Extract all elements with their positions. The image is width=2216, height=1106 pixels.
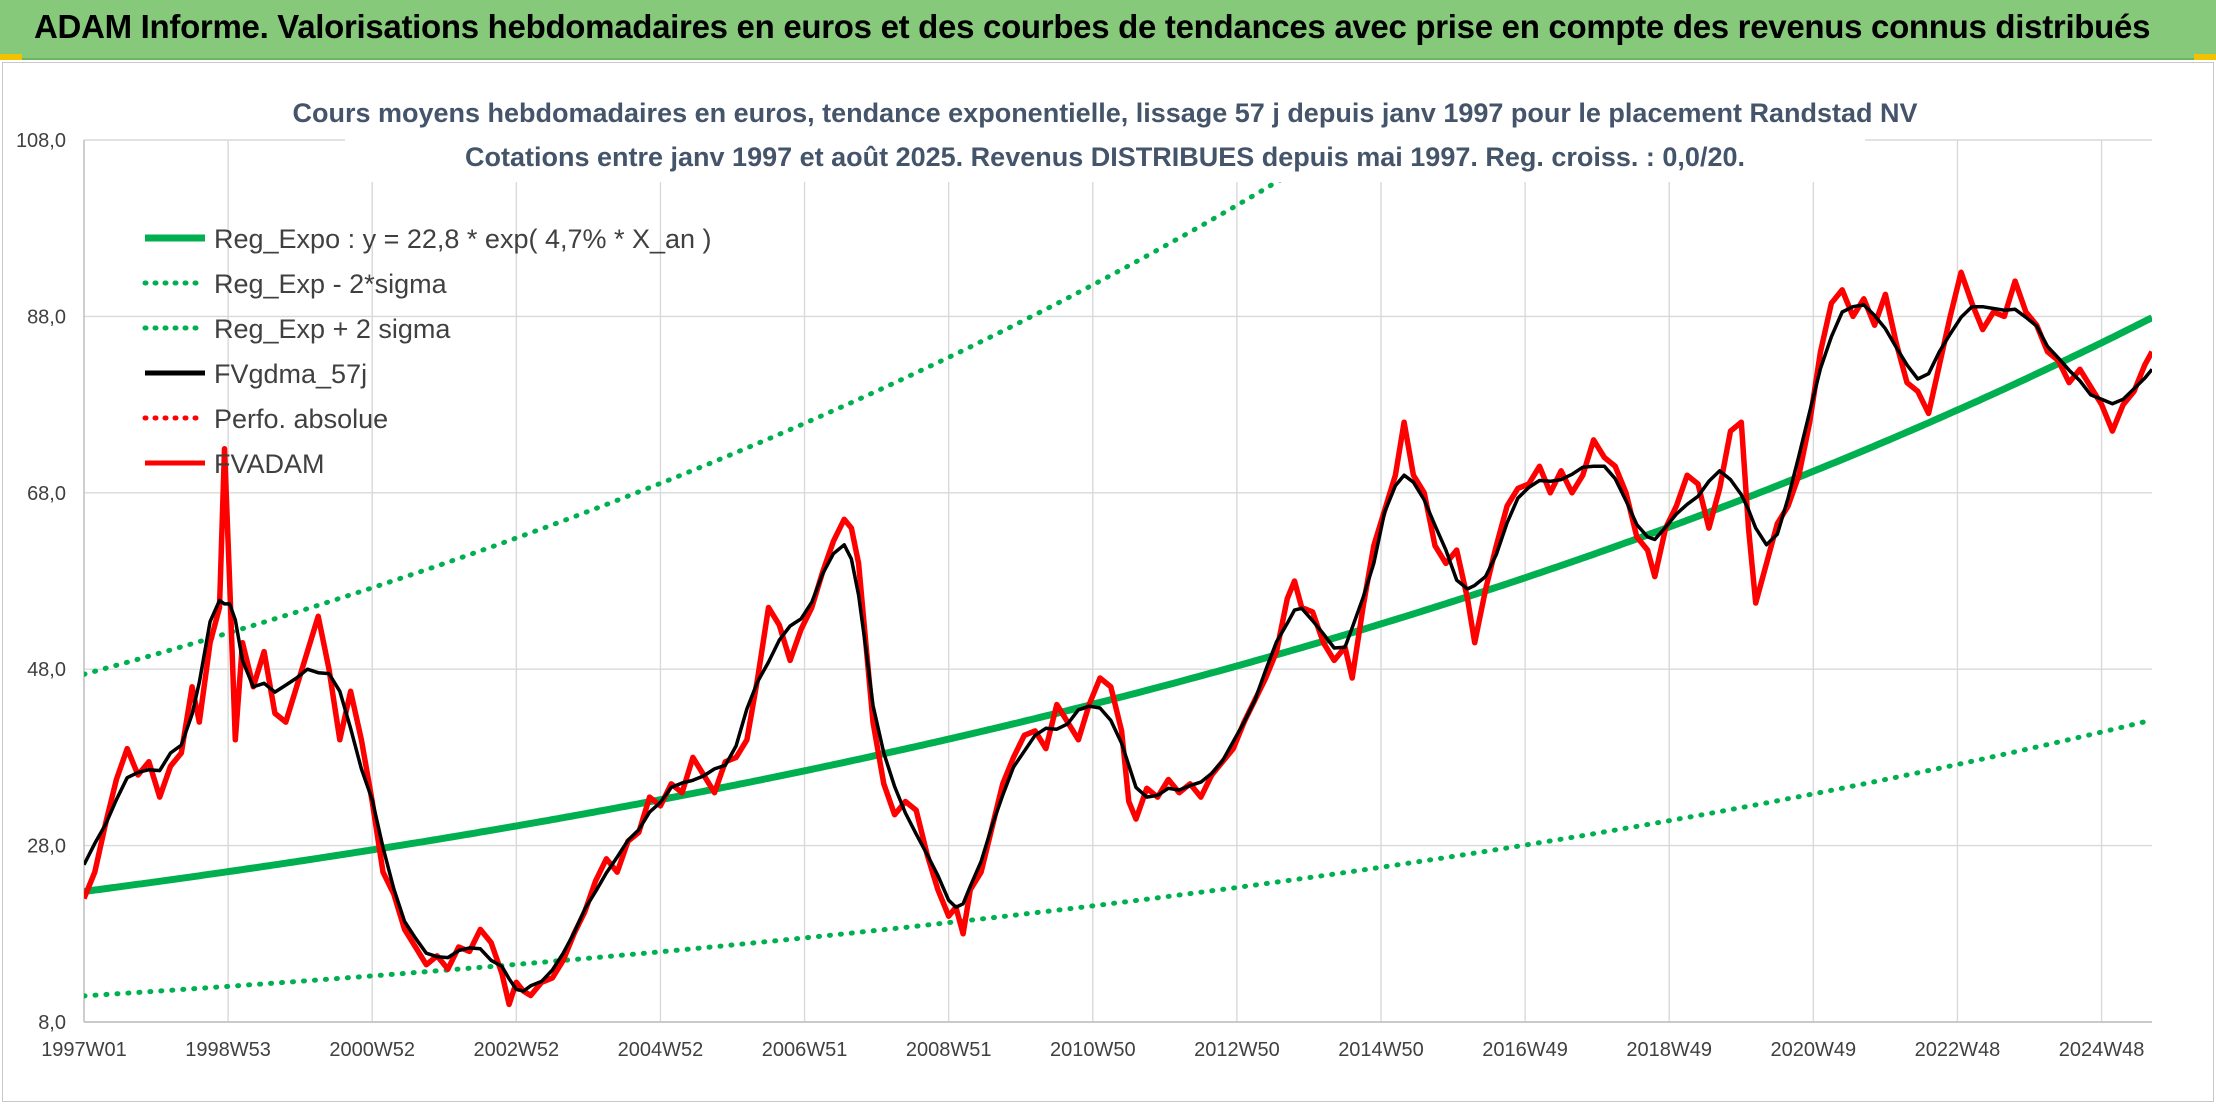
y-tick-label: 88,0 [27,306,66,328]
report-title: ADAM Informe. Valorisations hebdomadaire… [34,8,2151,45]
legend-label: FVADAM [214,449,325,479]
x-tick-label: 2010W50 [1050,1039,1136,1061]
x-tick-label: 2016W49 [1482,1039,1568,1061]
x-tick-label: 2022W48 [1915,1039,2001,1061]
x-tick-label: 2012W50 [1194,1039,1280,1061]
report-banner: ADAM Informe. Valorisations hebdomadaire… [0,0,2216,60]
chart-frame [2,62,2214,1102]
y-tick-label: 28,0 [27,836,66,858]
x-tick-label: 2020W49 [1771,1039,1857,1061]
banner-corner-mark-left [0,54,22,60]
chart-title-box [345,86,1865,182]
x-tick-label: 1998W53 [185,1039,271,1061]
y-tick-label: 48,0 [27,659,66,681]
chart-title-line: Cotations entre janv 1997 et août 2025. … [465,142,1745,172]
x-tick-label: 2008W51 [906,1039,992,1061]
x-tick-label: 2004W52 [618,1039,704,1061]
y-tick-label: 68,0 [27,483,66,505]
series-fvgdma-57j [84,303,2152,993]
series-fvadam [84,269,2152,1008]
legend-label: FVgdma_57j [214,359,367,389]
x-tick-label: 1997W01 [41,1039,127,1061]
chart-title-line: Cours moyens hebdomadaires en euros, ten… [292,98,1917,128]
x-tick-label: 2024W48 [2059,1039,2145,1061]
legend-label: Reg_Exp - 2*sigma [214,269,448,299]
x-tick-label: 2014W50 [1338,1039,1424,1061]
x-tick-label: 2002W52 [474,1039,560,1061]
x-tick-label: 2018W49 [1626,1039,1712,1061]
legend-label: Perfo. absolue [214,404,388,434]
banner-corner-mark-right [2194,54,2216,60]
series-reg-exp-minus-2-sigma [84,717,2152,999]
y-tick-label: 8,0 [38,1012,66,1034]
x-tick-label: 2006W51 [762,1039,848,1061]
x-tick-label: 2000W52 [329,1039,415,1061]
series-reg-exp-plus-2-sigma [84,140,1351,677]
y-tick-label: 108,0 [16,130,66,152]
legend-label: Reg_Exp + 2 sigma [214,314,451,344]
series-reg-expo [84,314,2152,895]
legend-label: Reg_Expo : y = 22,8 * exp( 4,7% * X_an ) [214,224,712,254]
